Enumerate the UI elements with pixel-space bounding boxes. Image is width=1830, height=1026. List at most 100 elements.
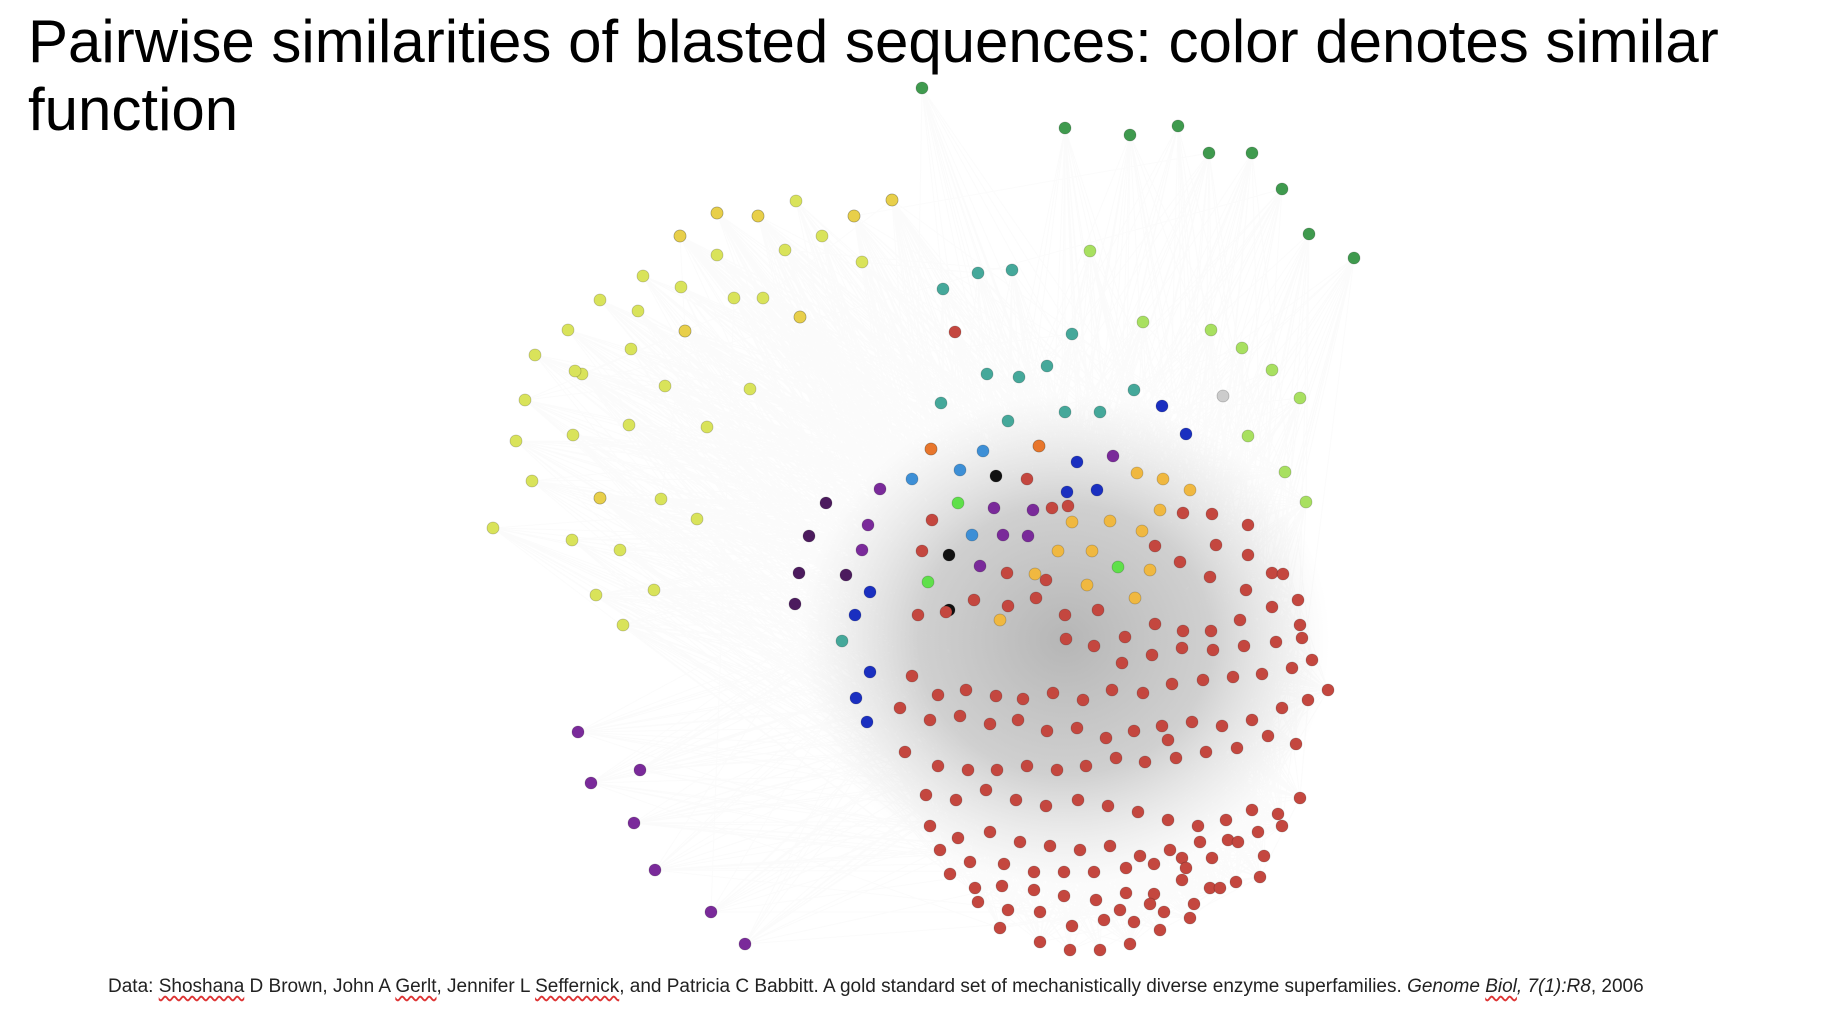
sequence-node [1059,632,1073,646]
sequence-node [1155,719,1169,733]
sequence-node [1087,865,1101,879]
sequence-node [911,608,925,622]
sequence-node [1321,683,1335,697]
caption-author1-first: Shoshana [158,976,245,997]
sequence-node [1183,911,1197,925]
sequence-node [1135,524,1149,538]
sequence-node [1165,677,1179,691]
sequence-node [1301,693,1315,707]
sequence-node [1136,686,1150,700]
sequence-node [525,474,539,488]
sequence-node [1347,251,1361,265]
sequence-node [1127,724,1141,738]
sequence-node [678,324,692,338]
sequence-node [1156,472,1170,486]
sequence-node [1093,943,1107,957]
sequence-node [979,783,993,797]
sequence-node [1237,639,1251,653]
sequence-node [1275,182,1289,196]
sequence-node [1245,146,1259,160]
sequence-node [1215,719,1229,733]
sequence-node [584,776,598,790]
sequence-node [1173,555,1187,569]
sequence-node [1001,903,1015,917]
sequence-node [1000,566,1014,580]
sequence-node [1299,495,1313,509]
sequence-node [942,548,956,562]
sequence-node [1276,567,1290,581]
sequence-node [980,367,994,381]
sequence-node [990,763,1004,777]
sequence-node [1115,656,1129,670]
sequence-node [951,496,965,510]
sequence-node [1153,923,1167,937]
sequence-node [1235,341,1249,355]
sequence-node [1111,560,1125,574]
sequence-node [1063,943,1077,957]
sequence-node [658,379,672,393]
sequence-node [1065,327,1079,341]
sequence-node [1113,903,1127,917]
sequence-node [1105,683,1119,697]
sequence-node [1099,731,1113,745]
sequence-node [1106,449,1120,463]
sequence-node [1239,583,1253,597]
sequence-node [1157,905,1171,919]
sequence-node [1271,807,1285,821]
sequence-node [565,533,579,547]
sequence-node [1206,643,1220,657]
sequence-node [1291,593,1305,607]
sequence-node [924,442,938,456]
sequence-node [989,689,1003,703]
sequence-node [1241,518,1255,532]
sequence-node [949,793,963,807]
sequence-node [973,559,987,573]
sequence-node [1231,835,1245,849]
sequence-node [1005,263,1019,277]
sequence-node [923,713,937,727]
sequence-node [1302,227,1316,241]
sequence-node [996,528,1010,542]
sequence-node [898,745,912,759]
sequence-node [1295,631,1309,645]
sequence-node [995,879,1009,893]
sequence-node [1119,886,1133,900]
caption-author2-last: Gerlt [395,976,437,997]
sequence-node [633,763,647,777]
sequence-node [743,382,757,396]
sequence-node [815,229,829,243]
sequence-node [1175,873,1189,887]
sequence-node [1119,861,1133,875]
sequence-node [1148,539,1162,553]
sequence-node [571,725,585,739]
sequence-node [1253,870,1267,884]
sequence-node [1138,755,1152,769]
sequence-node [959,683,973,697]
sequence-node [1183,483,1197,497]
sequence-node [1153,503,1167,517]
sequence-node [1155,399,1169,413]
sequence-node [778,243,792,257]
sequence-node [1020,759,1034,773]
sequence-node [1305,653,1319,667]
sequence-node [1028,567,1042,581]
sequence-node [1143,563,1157,577]
sequence-node [1176,506,1190,520]
sequence-node [1179,427,1193,441]
sequence-node [1118,630,1132,644]
sequence-node [1103,839,1117,853]
sequence-node [1229,875,1243,889]
sequence-node [855,255,869,269]
caption-author1-rest: D Brown, John A [244,976,396,997]
sequence-node [1205,507,1219,521]
sequence-node [1080,578,1094,592]
sequence-node [1097,913,1111,927]
sequence-node [1275,701,1289,715]
sequence-node [1058,608,1072,622]
caption-journal-b: Biol [1485,976,1517,997]
sequence-node [1085,544,1099,558]
sequence-node [1230,741,1244,755]
sequence-node [965,528,979,542]
sequence-node [855,543,869,557]
node-layer [486,81,1361,957]
